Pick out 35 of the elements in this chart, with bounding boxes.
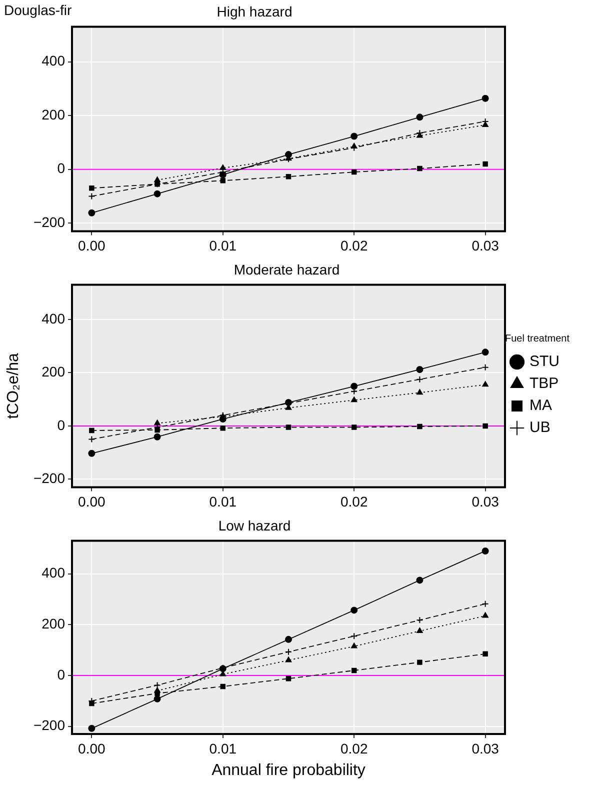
y-tick-label: 0 (57, 666, 66, 682)
chart-title: Moderate hazard (234, 261, 340, 278)
y-tick-label: 200 (42, 106, 66, 122)
y-axis-title: tCO₂e/ha (5, 353, 22, 419)
y-tick-label: 0 (57, 160, 66, 176)
x-tick-label: 0.03 (472, 493, 500, 510)
y-tick-label: −200 (33, 717, 66, 734)
x-tick-label: 0.02 (340, 493, 368, 510)
x-tick-label: 0.02 (340, 237, 368, 254)
text: Douglas-fir (4, 2, 72, 18)
chart-title: Low hazard (218, 517, 291, 534)
x-tick-label: 0.02 (340, 740, 368, 756)
y-tick-label: −200 (33, 470, 66, 486)
x-tick-label: 0.03 (472, 740, 500, 756)
y-tick-label: 200 (42, 616, 66, 632)
legend-title: Fuel treatment (505, 333, 570, 344)
y-tick-label: −200 (33, 214, 66, 230)
x-tick-label: 0.01 (209, 237, 237, 254)
y-tick-label: 400 (42, 310, 66, 326)
x-tick-label: 0.00 (78, 740, 106, 756)
y-tick-label: 400 (42, 564, 66, 581)
x-tick-label: 0.03 (472, 237, 500, 254)
chart-title: High hazard (216, 3, 292, 20)
legend-label: UB (530, 419, 550, 436)
legend-label: TBP (530, 375, 559, 392)
x-tick-label: 0.00 (78, 493, 106, 510)
legend-label: STU (530, 353, 560, 370)
x-tick-label: 0.00 (78, 237, 106, 254)
x-tick-label: 0.01 (209, 493, 237, 510)
x-axis-title: Annual fire probability (212, 762, 366, 779)
x-tick-label: 0.01 (209, 740, 237, 756)
y-tick-label: 200 (42, 364, 66, 380)
legend-label: MA (530, 397, 552, 414)
y-tick-label: 400 (42, 52, 66, 69)
y-tick-label: 0 (57, 416, 66, 433)
